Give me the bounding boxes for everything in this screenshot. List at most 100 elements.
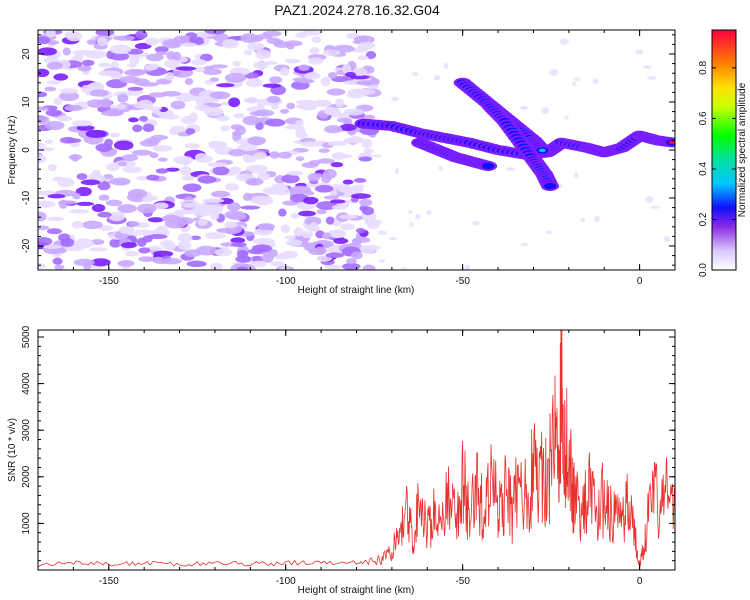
noise-blob [197,218,208,226]
noise-blob [90,238,105,246]
noise-blob [136,237,147,247]
noise-blob [128,221,140,227]
noise-blob [209,91,231,100]
noise-blob [341,63,352,74]
colorbar-tick-label: 0.0 [698,263,709,277]
noise-blob [73,238,95,249]
noise-blob [38,142,46,148]
noise-blob [269,151,281,159]
spectrogram-x-tick-label: -150 [99,276,119,287]
noise-blob [200,53,213,62]
noise-blob [278,208,287,217]
noise-blob [162,39,183,49]
noise-blob [118,161,128,167]
noise-blob [127,86,144,91]
noise-blob [52,257,63,265]
noise-blob [316,209,327,215]
noise-blob [85,129,107,138]
noise-blob [100,110,123,117]
noise-blob [164,72,175,81]
noise-blob [146,174,160,181]
noise-blob [325,216,335,225]
noise-blob [318,148,330,153]
noise-blob [184,78,194,86]
noise-blob [66,138,82,143]
noise-blob [44,86,57,92]
noise-blob [46,228,62,235]
noise-blob [559,38,569,45]
noise-blob [351,238,362,245]
colorbar: 0.0 0.2 0.4 0.6 0.8 Normalized spectral ampl… [698,29,748,277]
noise-blob [129,55,140,66]
noise-blob [62,47,71,56]
noise-blob [506,167,516,171]
noise-blob [145,37,159,46]
noise-blob [520,105,529,110]
noise-blob [211,141,228,149]
noise-blob [242,115,261,126]
noise-blob [339,223,355,231]
noise-blob [323,195,340,200]
noise-blob [303,196,319,205]
snr-background [38,330,675,570]
noise-blob [156,225,169,236]
colorbar-label: Normalized spectral amplitude [737,82,748,217]
noise-blob [327,72,338,79]
noise-blob [311,36,322,44]
noise-blob [549,69,559,76]
noise-blob [546,230,553,235]
noise-blob [190,95,202,101]
noise-blob [281,250,298,259]
noise-blob [394,167,400,175]
noise-blob [133,229,155,236]
noise-blob [646,76,657,80]
noise-blob [372,154,382,158]
noise-blob [252,195,274,206]
noise-blob [154,46,169,53]
noise-blob [224,183,240,191]
noise-blob [165,167,180,172]
spectrogram-y-tick-label: -10 [21,190,32,205]
noise-blob [129,69,148,74]
noise-blob [330,230,344,238]
noise-blob [301,230,313,239]
noise-blob [149,152,159,159]
noise-blob [212,166,230,176]
noise-blob [262,83,282,88]
noise-blob [331,204,347,210]
noise-blob [47,194,66,199]
noise-blob [572,81,577,87]
noise-blob [355,80,376,86]
noise-blob [38,115,50,125]
noise-blob [338,214,358,219]
noise-blob [91,169,101,178]
noise-blob [359,198,373,207]
spectrogram-x-tick-label: -50 [455,276,470,287]
noise-blob [635,49,644,55]
noise-blob [139,139,159,147]
snr-y-tick-label: 4000 [21,372,32,395]
colorbar-ticks: 0.0 0.2 0.4 0.6 0.8 [698,61,736,277]
noise-blob [141,197,153,203]
noise-blob [228,149,246,157]
noise-blob [98,62,111,68]
noise-blob [333,237,349,244]
noise-blob [98,70,121,77]
noise-blob [189,112,198,122]
noise-blob [224,221,239,229]
noise-blob [240,205,261,210]
noise-blob [80,179,101,186]
noise-blob [38,154,47,164]
noise-blob [227,213,247,221]
noise-blob [255,34,273,40]
noise-blob [81,84,92,94]
noise-blob [357,55,369,61]
noise-blob [195,245,217,256]
noise-blob [279,266,290,270]
noise-blob [117,204,137,213]
noise-blob [358,245,376,254]
noise-blob [643,64,652,70]
noise-blob [233,113,245,119]
noise-blob [105,199,123,207]
spectrogram-y-axis-label: Frequency (Hz) [7,116,18,185]
